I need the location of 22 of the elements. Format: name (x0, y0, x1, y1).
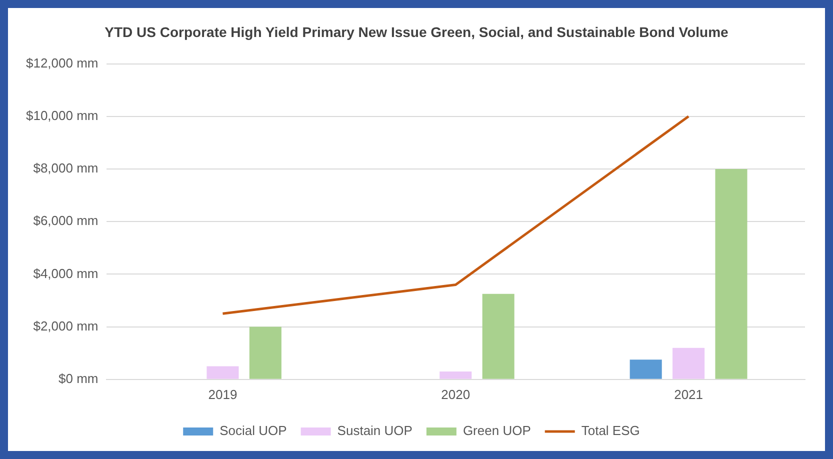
bar (206, 366, 239, 379)
x-tick-label: 2020 (441, 386, 470, 402)
bar (715, 169, 748, 379)
legend-label: Green UOP (462, 423, 531, 438)
bar (440, 372, 472, 379)
chart-title: YTD US Corporate High Yield Primary New Issue Green, Social, and Sustainable Bond Volume (104, 24, 730, 40)
bar (630, 360, 662, 379)
bar (672, 348, 705, 379)
y-tick-label: $12,000 mm (26, 55, 98, 70)
y-tick-label: $8,000 mm (33, 160, 98, 176)
bar (482, 294, 514, 379)
y-tick-label: $6,000 mm (33, 213, 98, 228)
bar (249, 326, 282, 379)
legend-label: Sustain UOP (337, 423, 412, 438)
x-tick-label: 2019 (208, 386, 238, 402)
y-tick-label: $2,000 mm (33, 318, 98, 334)
legend-label: Total ESG (581, 423, 640, 438)
legend-label: Social UOP (220, 423, 287, 438)
y-tick-label: $0 mm (58, 370, 98, 386)
x-tick-label: 2021 (674, 386, 704, 402)
y-tick-label: $4,000 mm (33, 266, 98, 281)
y-tick-label: $10,000 mm (26, 108, 98, 123)
